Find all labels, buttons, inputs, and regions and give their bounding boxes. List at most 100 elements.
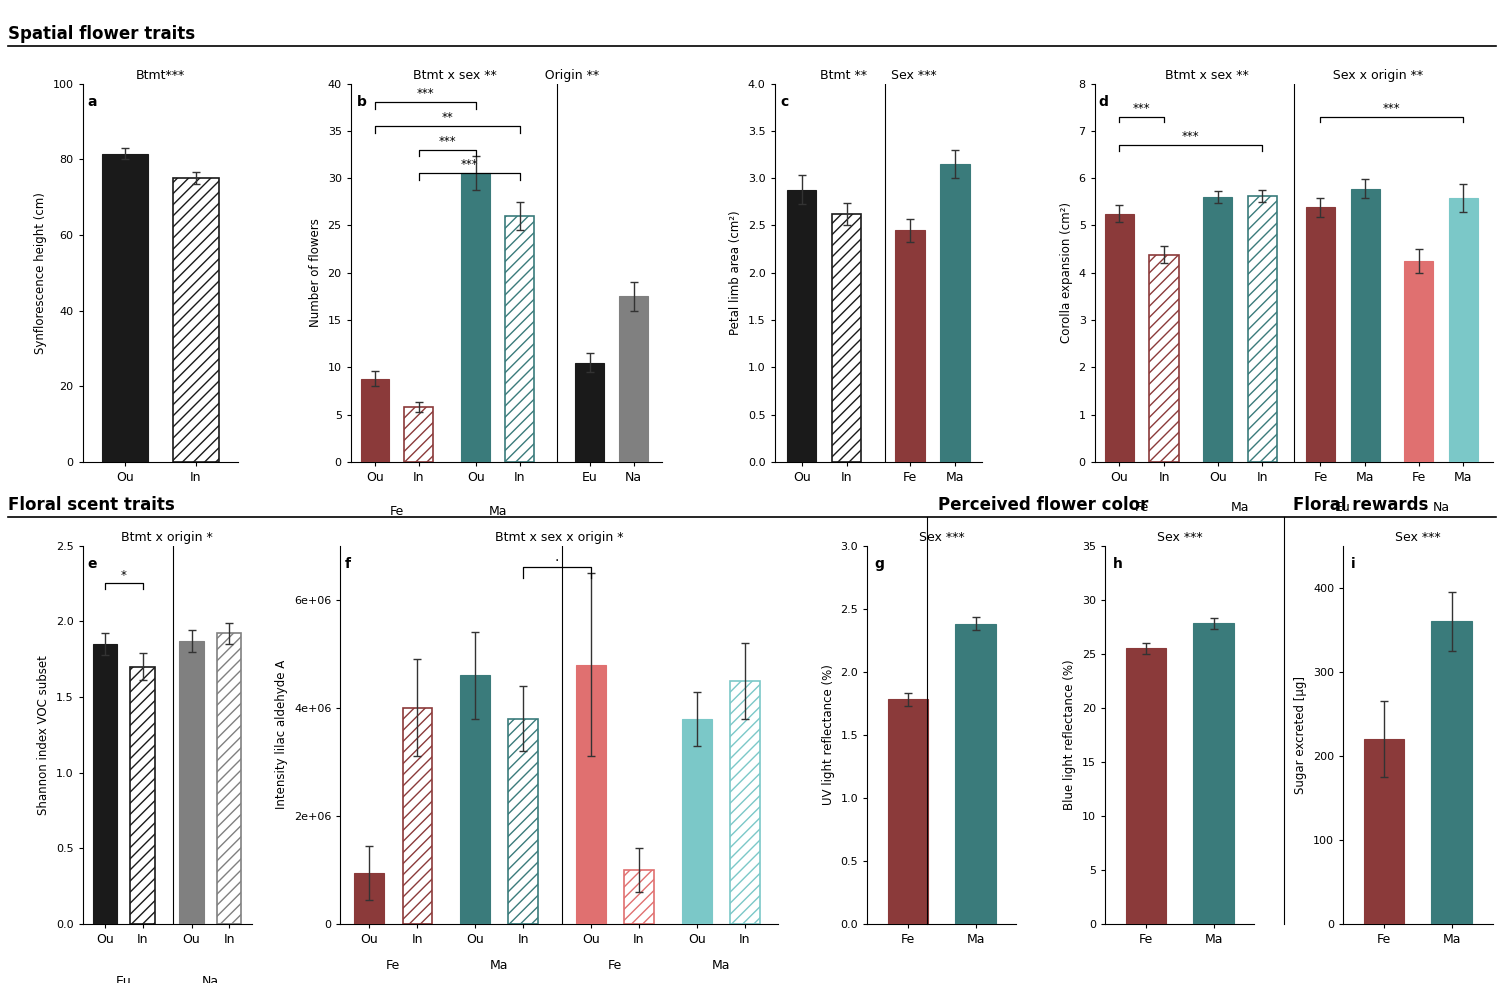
Bar bbox=[681, 719, 711, 924]
Bar bbox=[460, 675, 490, 924]
Text: e: e bbox=[87, 557, 98, 571]
Title: Btmt **      Sex ***: Btmt ** Sex *** bbox=[821, 70, 936, 83]
Text: Fe: Fe bbox=[390, 505, 404, 518]
Y-axis label: Number of flowers: Number of flowers bbox=[309, 218, 322, 327]
Bar bbox=[180, 641, 204, 924]
Y-axis label: Blue light reflectance (%): Blue light reflectance (%) bbox=[1064, 660, 1077, 810]
Bar bbox=[1350, 189, 1380, 462]
Text: b: b bbox=[357, 95, 368, 109]
Title: Sex ***: Sex *** bbox=[1395, 532, 1440, 545]
Bar bbox=[506, 216, 534, 462]
Text: Floral rewards: Floral rewards bbox=[1293, 496, 1428, 514]
Y-axis label: Petal limb area (cm²): Petal limb area (cm²) bbox=[729, 210, 742, 335]
Text: ***: *** bbox=[438, 135, 456, 147]
Bar bbox=[462, 173, 490, 462]
Bar bbox=[506, 216, 534, 462]
Bar bbox=[1194, 623, 1234, 924]
Text: Fe: Fe bbox=[608, 959, 622, 972]
Text: **: ** bbox=[441, 111, 453, 124]
Text: Eu: Eu bbox=[1335, 501, 1350, 514]
Bar bbox=[896, 230, 924, 462]
Bar bbox=[940, 164, 969, 462]
Bar bbox=[1306, 207, 1335, 462]
Text: f: f bbox=[345, 557, 351, 571]
Text: Spatial flower traits: Spatial flower traits bbox=[8, 25, 195, 42]
Bar bbox=[788, 190, 816, 462]
Bar bbox=[405, 407, 433, 462]
Bar bbox=[1203, 197, 1231, 462]
Bar bbox=[360, 378, 388, 462]
Text: ***: *** bbox=[1182, 131, 1200, 144]
Text: Ma: Ma bbox=[711, 959, 730, 972]
Bar bbox=[624, 870, 654, 924]
Bar bbox=[833, 214, 861, 462]
Title: Sex ***: Sex *** bbox=[1156, 532, 1203, 545]
Bar bbox=[730, 680, 759, 924]
Bar bbox=[1149, 255, 1179, 462]
Title: Btmt x origin *: Btmt x origin * bbox=[122, 532, 213, 545]
Title: Btmt x sex x origin *: Btmt x sex x origin * bbox=[495, 532, 624, 545]
Text: ***: *** bbox=[1383, 102, 1401, 115]
Text: Floral scent traits: Floral scent traits bbox=[8, 496, 174, 514]
Text: Na: Na bbox=[1432, 501, 1449, 514]
Text: Eu: Eu bbox=[116, 974, 132, 983]
Text: Fe: Fe bbox=[386, 959, 400, 972]
Bar bbox=[1404, 260, 1434, 462]
Bar bbox=[1248, 197, 1276, 462]
Bar bbox=[1431, 621, 1472, 924]
Title: Btmt***: Btmt*** bbox=[135, 70, 184, 83]
Bar bbox=[509, 719, 538, 924]
Text: Ma: Ma bbox=[490, 959, 508, 972]
Bar bbox=[509, 719, 538, 924]
Text: ***: *** bbox=[417, 87, 434, 100]
Text: Na: Na bbox=[202, 974, 219, 983]
Y-axis label: UV light reflectance (%): UV light reflectance (%) bbox=[822, 665, 836, 805]
Text: Fe: Fe bbox=[1134, 501, 1149, 514]
Title: Btmt x sex **            Origin **: Btmt x sex ** Origin ** bbox=[414, 70, 600, 83]
Y-axis label: Shannon index VOC subset: Shannon index VOC subset bbox=[38, 655, 50, 815]
Text: .: . bbox=[555, 549, 560, 564]
Title: Btmt x sex **                     Sex x origin **: Btmt x sex ** Sex x origin ** bbox=[1164, 70, 1422, 83]
Text: h: h bbox=[1113, 557, 1122, 571]
Bar bbox=[93, 644, 117, 924]
Bar bbox=[1106, 213, 1134, 462]
Bar bbox=[730, 680, 759, 924]
Text: *: * bbox=[122, 568, 128, 582]
Text: Ma: Ma bbox=[1230, 501, 1250, 514]
Bar bbox=[1149, 255, 1179, 462]
Text: d: d bbox=[1098, 95, 1108, 109]
Text: ***: *** bbox=[1132, 102, 1150, 115]
Bar bbox=[1125, 649, 1166, 924]
Title: Sex ***: Sex *** bbox=[920, 532, 964, 545]
Bar bbox=[576, 363, 604, 462]
Y-axis label: Synflorescence height (cm): Synflorescence height (cm) bbox=[34, 192, 46, 354]
Text: a: a bbox=[87, 95, 96, 109]
Bar bbox=[402, 708, 432, 924]
Bar bbox=[102, 153, 148, 462]
Y-axis label: Intensity lilac aldehyde A: Intensity lilac aldehyde A bbox=[276, 661, 288, 809]
Bar bbox=[956, 624, 996, 924]
Bar bbox=[130, 666, 154, 924]
Text: g: g bbox=[874, 557, 885, 571]
Bar bbox=[1364, 739, 1404, 924]
Text: i: i bbox=[1350, 557, 1354, 571]
Text: Ma: Ma bbox=[489, 505, 507, 518]
Text: Perceived flower color: Perceived flower color bbox=[938, 496, 1148, 514]
Bar bbox=[620, 297, 648, 462]
Bar bbox=[576, 665, 606, 924]
Bar bbox=[130, 666, 154, 924]
Bar bbox=[624, 870, 654, 924]
Bar bbox=[217, 633, 242, 924]
Bar bbox=[1449, 198, 1478, 462]
Bar bbox=[888, 700, 928, 924]
Bar bbox=[172, 178, 219, 462]
Y-axis label: Corolla expansion (cm²): Corolla expansion (cm²) bbox=[1060, 202, 1072, 343]
Y-axis label: Sugar excreted [µg]: Sugar excreted [µg] bbox=[1294, 675, 1308, 794]
Text: c: c bbox=[782, 95, 789, 109]
Bar bbox=[354, 873, 384, 924]
Bar bbox=[172, 178, 219, 462]
Bar bbox=[405, 407, 433, 462]
Bar bbox=[217, 633, 242, 924]
Bar bbox=[402, 708, 432, 924]
Text: ***: *** bbox=[460, 158, 478, 171]
